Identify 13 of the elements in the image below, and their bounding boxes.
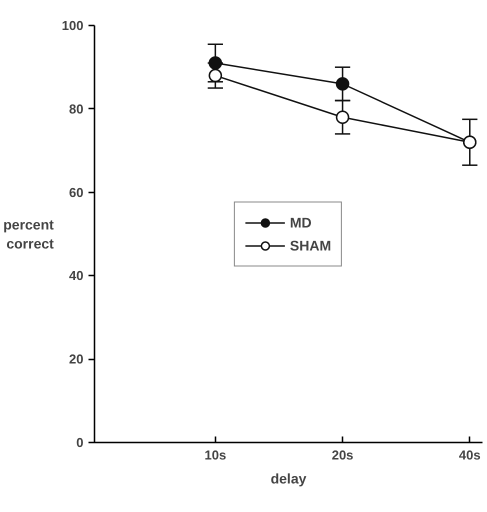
legend-label: MD [290,214,312,230]
x-tick-label: 10s [204,448,226,462]
y-tick-label: 40 [69,268,84,284]
x-tick-label: 20s [332,448,354,462]
y-tick-label: 80 [69,101,84,116]
x-axis-title: delay [270,470,307,486]
y-tick-label: 20 [69,352,84,367]
y-tick-label: 60 [69,184,84,200]
y-tick-label: 0 [76,435,84,450]
y-axis-title: percent correct [3,216,54,252]
x-tick-label: 40s [458,448,481,462]
y-tick-label: 100 [62,18,84,33]
legend-label: SHAM [290,237,332,253]
